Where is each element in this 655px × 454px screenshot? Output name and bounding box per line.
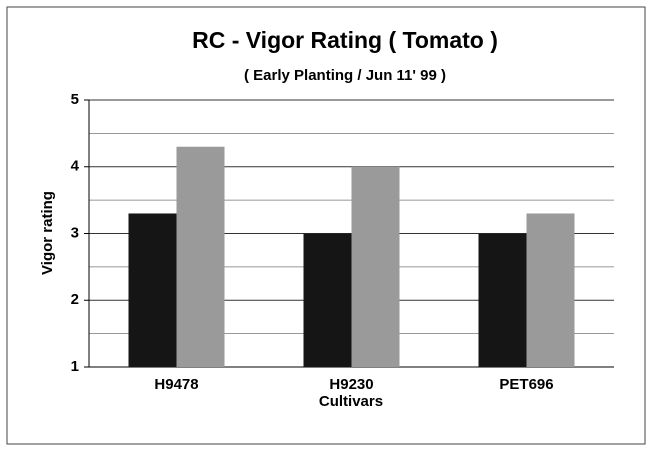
x-tick-label: H9230 (329, 376, 373, 393)
y-tick-label: 4 (71, 158, 80, 175)
y-tick-label: 5 (71, 91, 79, 108)
bar (351, 166, 400, 367)
y-tick-label: 1 (71, 358, 79, 375)
x-tick-label: PET696 (499, 376, 553, 393)
y-axis-label: Vigor rating (39, 191, 56, 275)
bar (176, 146, 225, 367)
x-axis-label: Cultivars (319, 393, 383, 410)
bar (128, 213, 177, 367)
chart-subtitle: ( Early Planting / Jun 11' 99 ) (244, 67, 446, 84)
y-tick-label: 3 (71, 224, 79, 241)
bar (303, 233, 352, 367)
chart-title: RC - Vigor Rating ( Tomato ) (192, 27, 498, 53)
bar (478, 233, 527, 367)
y-tick-label: 2 (71, 291, 79, 308)
x-tick-label: H9478 (154, 376, 198, 393)
bar (526, 213, 575, 367)
